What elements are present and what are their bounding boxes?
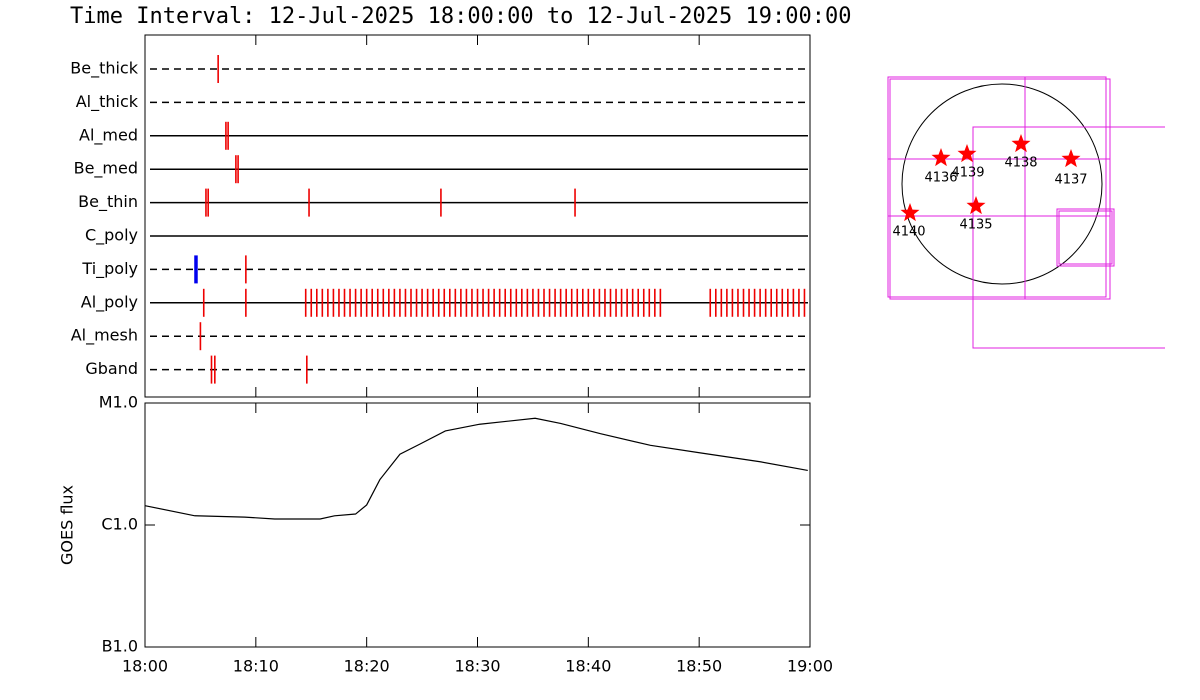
fov-box [889,78,1111,300]
row-label: Be_thin [78,192,138,212]
row-label: Al_thick [76,92,139,112]
fov-box [972,126,1165,349]
goes-frame [144,402,811,648]
region-label: 4139 [951,166,984,181]
solar-map [887,76,1165,349]
region-star [957,144,977,163]
x-tick-label: 18:00 [122,657,168,676]
y-axis-label: GOES flux [58,485,77,565]
goes-curve [144,417,808,520]
y-tick-label: C1.0 [101,515,138,534]
fov-box [887,76,1107,298]
row-label: Al_mesh [71,326,138,346]
y-tick-label: B1.0 [102,637,138,656]
region-star [900,203,920,222]
region-label: 4140 [892,225,925,240]
x-tick-label: 18:30 [454,657,500,676]
region-label: 4137 [1054,173,1087,188]
x-tick-label: 19:00 [787,657,833,676]
x-tick-label: 18:40 [565,657,611,676]
row-label: Al_poly [81,292,138,312]
fov-box [1058,210,1113,265]
region-star [931,148,951,167]
region-label: 4138 [1004,156,1037,171]
x-tick-label: 18:20 [344,657,390,676]
region-star [1011,134,1031,153]
x-tick-label: 18:10 [233,657,279,676]
row-label: C_poly [85,226,138,246]
row-label: Gband [85,359,138,378]
row-label: Be_thick [70,59,138,79]
row-label: Be_med [74,159,138,179]
fov-box [1056,208,1115,267]
region-star [1061,149,1081,168]
x-tick-label: 18:50 [676,657,722,676]
timeline-frame [144,34,811,398]
solar-disk [901,83,1103,285]
region-label: 4136 [924,171,957,186]
region-star [966,196,986,215]
row-label: Al_med [79,125,138,145]
region-label: 4135 [959,218,992,233]
y-tick-label: M1.0 [99,393,138,412]
row-label: Ti_poly [81,259,138,279]
title: Time Interval: 12-Jul-2025 18:00:00 to 1… [70,4,851,29]
